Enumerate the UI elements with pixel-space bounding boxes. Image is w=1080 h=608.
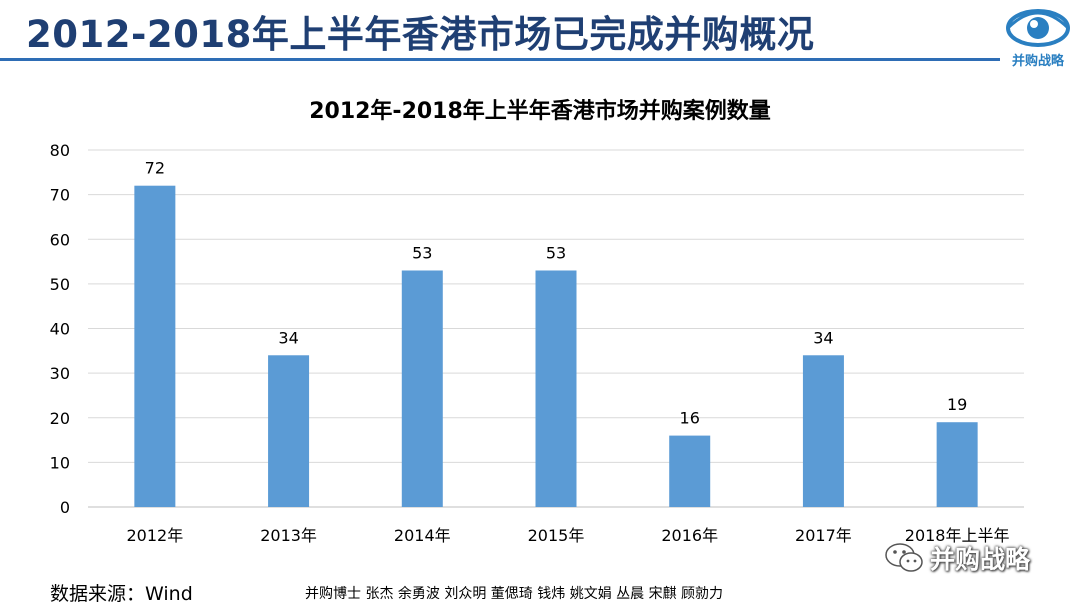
bar xyxy=(401,270,443,507)
author-credits: 并购博士 张杰 余勇波 刘众明 董偲琦 钱炜 姚文娟 丛晨 宋麒 顾勍力 xyxy=(305,586,724,602)
bars xyxy=(134,185,978,507)
x-tick-label: 2016年 xyxy=(661,526,718,545)
y-tick-label: 80 xyxy=(50,141,70,160)
y-tick-label: 10 xyxy=(50,453,70,472)
wechat-icon xyxy=(885,543,923,572)
x-tick-label: 2017年 xyxy=(795,526,852,545)
bar xyxy=(802,355,844,507)
data-label: 53 xyxy=(412,243,432,262)
y-tick-label: 60 xyxy=(50,230,70,249)
data-label: 53 xyxy=(546,243,566,262)
x-tick-label: 2014年 xyxy=(394,526,451,545)
data-source: 数据来源：Wind xyxy=(50,583,193,605)
bar xyxy=(268,355,310,507)
data-label: 16 xyxy=(680,409,700,428)
title-divider xyxy=(0,58,1000,61)
bar xyxy=(936,422,978,507)
y-tick-label: 20 xyxy=(50,409,70,428)
bar xyxy=(669,435,711,507)
bar xyxy=(535,270,577,507)
data-labels: 72 34 53 53 16 34 19 xyxy=(145,159,968,428)
y-tick-label: 70 xyxy=(50,186,70,205)
y-tick-label: 40 xyxy=(50,320,70,339)
x-tick-label: 2013年 xyxy=(260,526,317,545)
x-tick-label: 2015年 xyxy=(528,526,585,545)
chart-title: 2012年-2018年上半年香港市场并购案例数量 xyxy=(309,98,771,124)
y-axis-ticks: 0 10 20 30 40 50 60 70 80 xyxy=(50,141,70,517)
data-label: 72 xyxy=(145,159,165,178)
eye-logo-icon xyxy=(1006,9,1070,47)
x-tick-label: 2018年上半年 xyxy=(905,526,1010,545)
data-label: 19 xyxy=(947,395,967,414)
y-tick-label: 50 xyxy=(50,275,70,294)
watermark: 并购战略 xyxy=(884,540,1030,576)
watermark-text: 并购战略 xyxy=(930,545,1031,574)
data-label: 34 xyxy=(278,328,298,347)
page-title: 2012-2018年上半年香港市场已完成并购概况 xyxy=(26,13,815,56)
data-label: 34 xyxy=(813,328,833,347)
bar xyxy=(134,185,176,507)
x-axis-ticks: 2012年 2013年 2014年 2015年 2016年 2017年 2018年上半年 xyxy=(126,526,1009,545)
y-tick-label: 30 xyxy=(50,364,70,383)
x-tick-label: 2012年 xyxy=(126,526,183,545)
logo-text: 并购战略 xyxy=(1011,54,1064,69)
y-tick-label: 0 xyxy=(60,498,70,517)
